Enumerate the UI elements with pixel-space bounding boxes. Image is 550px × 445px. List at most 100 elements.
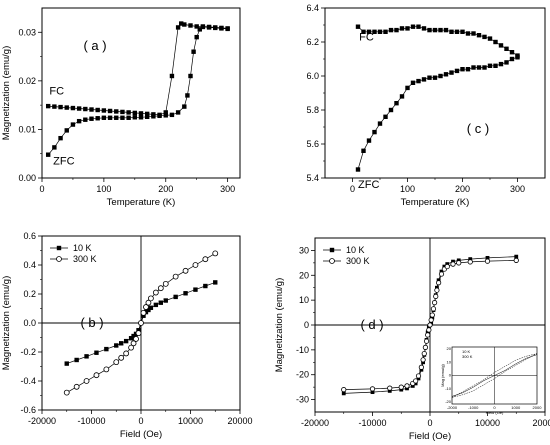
y-tick-label: 6.4 [306, 3, 319, 13]
data-point [192, 262, 199, 268]
y-tick-label: -0.4 [20, 376, 36, 386]
data-point [163, 110, 168, 115]
data-point [138, 320, 144, 326]
data-point [443, 27, 449, 33]
data-point [157, 113, 162, 119]
y-tick-label: 5.4 [306, 173, 319, 183]
data-point [179, 21, 184, 26]
y-tick-label: 0.03 [18, 27, 36, 37]
data-point [377, 29, 383, 34]
y-tick-label: -0.6 [20, 405, 36, 415]
data-point [203, 283, 208, 289]
data-point [485, 255, 490, 260]
data-point [94, 350, 99, 355]
chart-panel-b: -20000 -10000 0 10000 20000 -0.6 -0.4 -0.2 0.0 0.… [1, 231, 253, 440]
x-tick-label: 0 [350, 184, 355, 194]
legend-entry: 300 K [73, 254, 97, 264]
inset-y-axis-label: Mag (emu/g) [440, 364, 445, 387]
data-point [394, 101, 399, 106]
data-point [76, 106, 82, 111]
data-point [219, 25, 224, 31]
data-point [438, 27, 443, 33]
data-point [185, 93, 190, 98]
data-point [465, 67, 471, 72]
data-point [482, 65, 487, 70]
data-point [107, 108, 113, 114]
data-point [64, 361, 69, 366]
data-point [493, 63, 498, 68]
inset-y-tick-label: 10 [447, 359, 452, 364]
legend-marker [329, 258, 335, 264]
data-point [173, 294, 178, 300]
data-point [157, 285, 164, 292]
y-tick-label: -30 [296, 395, 309, 405]
data-point [355, 167, 361, 172]
data-point [163, 113, 168, 118]
x-tick-label: 200 [158, 184, 173, 194]
data-point [103, 366, 110, 373]
legend-marker [56, 245, 62, 251]
y-tick-label: 0.01 [18, 124, 36, 134]
y-tick-label: 20 [299, 270, 309, 280]
data-point [449, 70, 454, 75]
legend-marker [329, 247, 335, 253]
data-point [377, 121, 383, 126]
data-point [426, 327, 432, 333]
inset-loop-300k [451, 354, 538, 397]
x-tick-label: 300 [510, 184, 525, 194]
data-point [135, 330, 142, 337]
data-point [415, 373, 422, 379]
data-point [460, 29, 465, 34]
inset-y-tick-label: -10 [445, 386, 452, 391]
data-point [188, 73, 193, 79]
data-point [74, 357, 79, 363]
data-point [465, 31, 471, 36]
data-point [76, 118, 82, 124]
inset-x-tick-label: 0 [493, 405, 496, 410]
data-point [369, 386, 376, 392]
data-point [416, 24, 421, 29]
data-point [366, 29, 372, 34]
y-tick-label: -20 [296, 370, 309, 380]
data-point [361, 148, 366, 153]
data-point [128, 336, 134, 341]
data-point [119, 341, 124, 346]
data-point [427, 27, 432, 33]
inset-loop-10k-up [451, 353, 538, 398]
data-point [169, 112, 175, 118]
data-point [438, 73, 443, 79]
data-point [476, 33, 482, 38]
data-point [383, 29, 388, 34]
series-annotation: ZFC [358, 179, 379, 191]
inset-loop-10k-down [451, 353, 538, 398]
inset-x-tick-label: 2000 [533, 405, 543, 410]
data-point [410, 80, 416, 85]
data-point [468, 257, 473, 262]
x-tick-label: 20000 [532, 418, 550, 428]
x-tick-label: 100 [400, 184, 415, 194]
data-point [158, 300, 163, 305]
data-point [147, 295, 154, 302]
data-point [126, 110, 131, 115]
data-point [341, 387, 347, 393]
data-point [438, 271, 445, 277]
data-point [120, 115, 125, 120]
data-point [427, 322, 433, 328]
data-point [514, 254, 519, 259]
data-point [148, 305, 154, 310]
data-point [194, 34, 199, 40]
y-tick-label: -0.2 [20, 347, 36, 357]
data-point [118, 354, 125, 361]
data-point [427, 75, 432, 80]
data-point [432, 75, 438, 80]
data-point [430, 306, 437, 312]
data-point [93, 372, 100, 379]
data-point [467, 259, 473, 265]
y-axis-label: Magnetization (emu/g) [1, 46, 12, 141]
data-point [146, 307, 151, 313]
x-axis-label: Field (Oe) [409, 431, 451, 442]
y-tick-label: 0.0 [23, 318, 36, 328]
data-point [383, 114, 388, 119]
inset-x-tick-label: -1000 [468, 405, 479, 410]
data-point [120, 109, 125, 115]
